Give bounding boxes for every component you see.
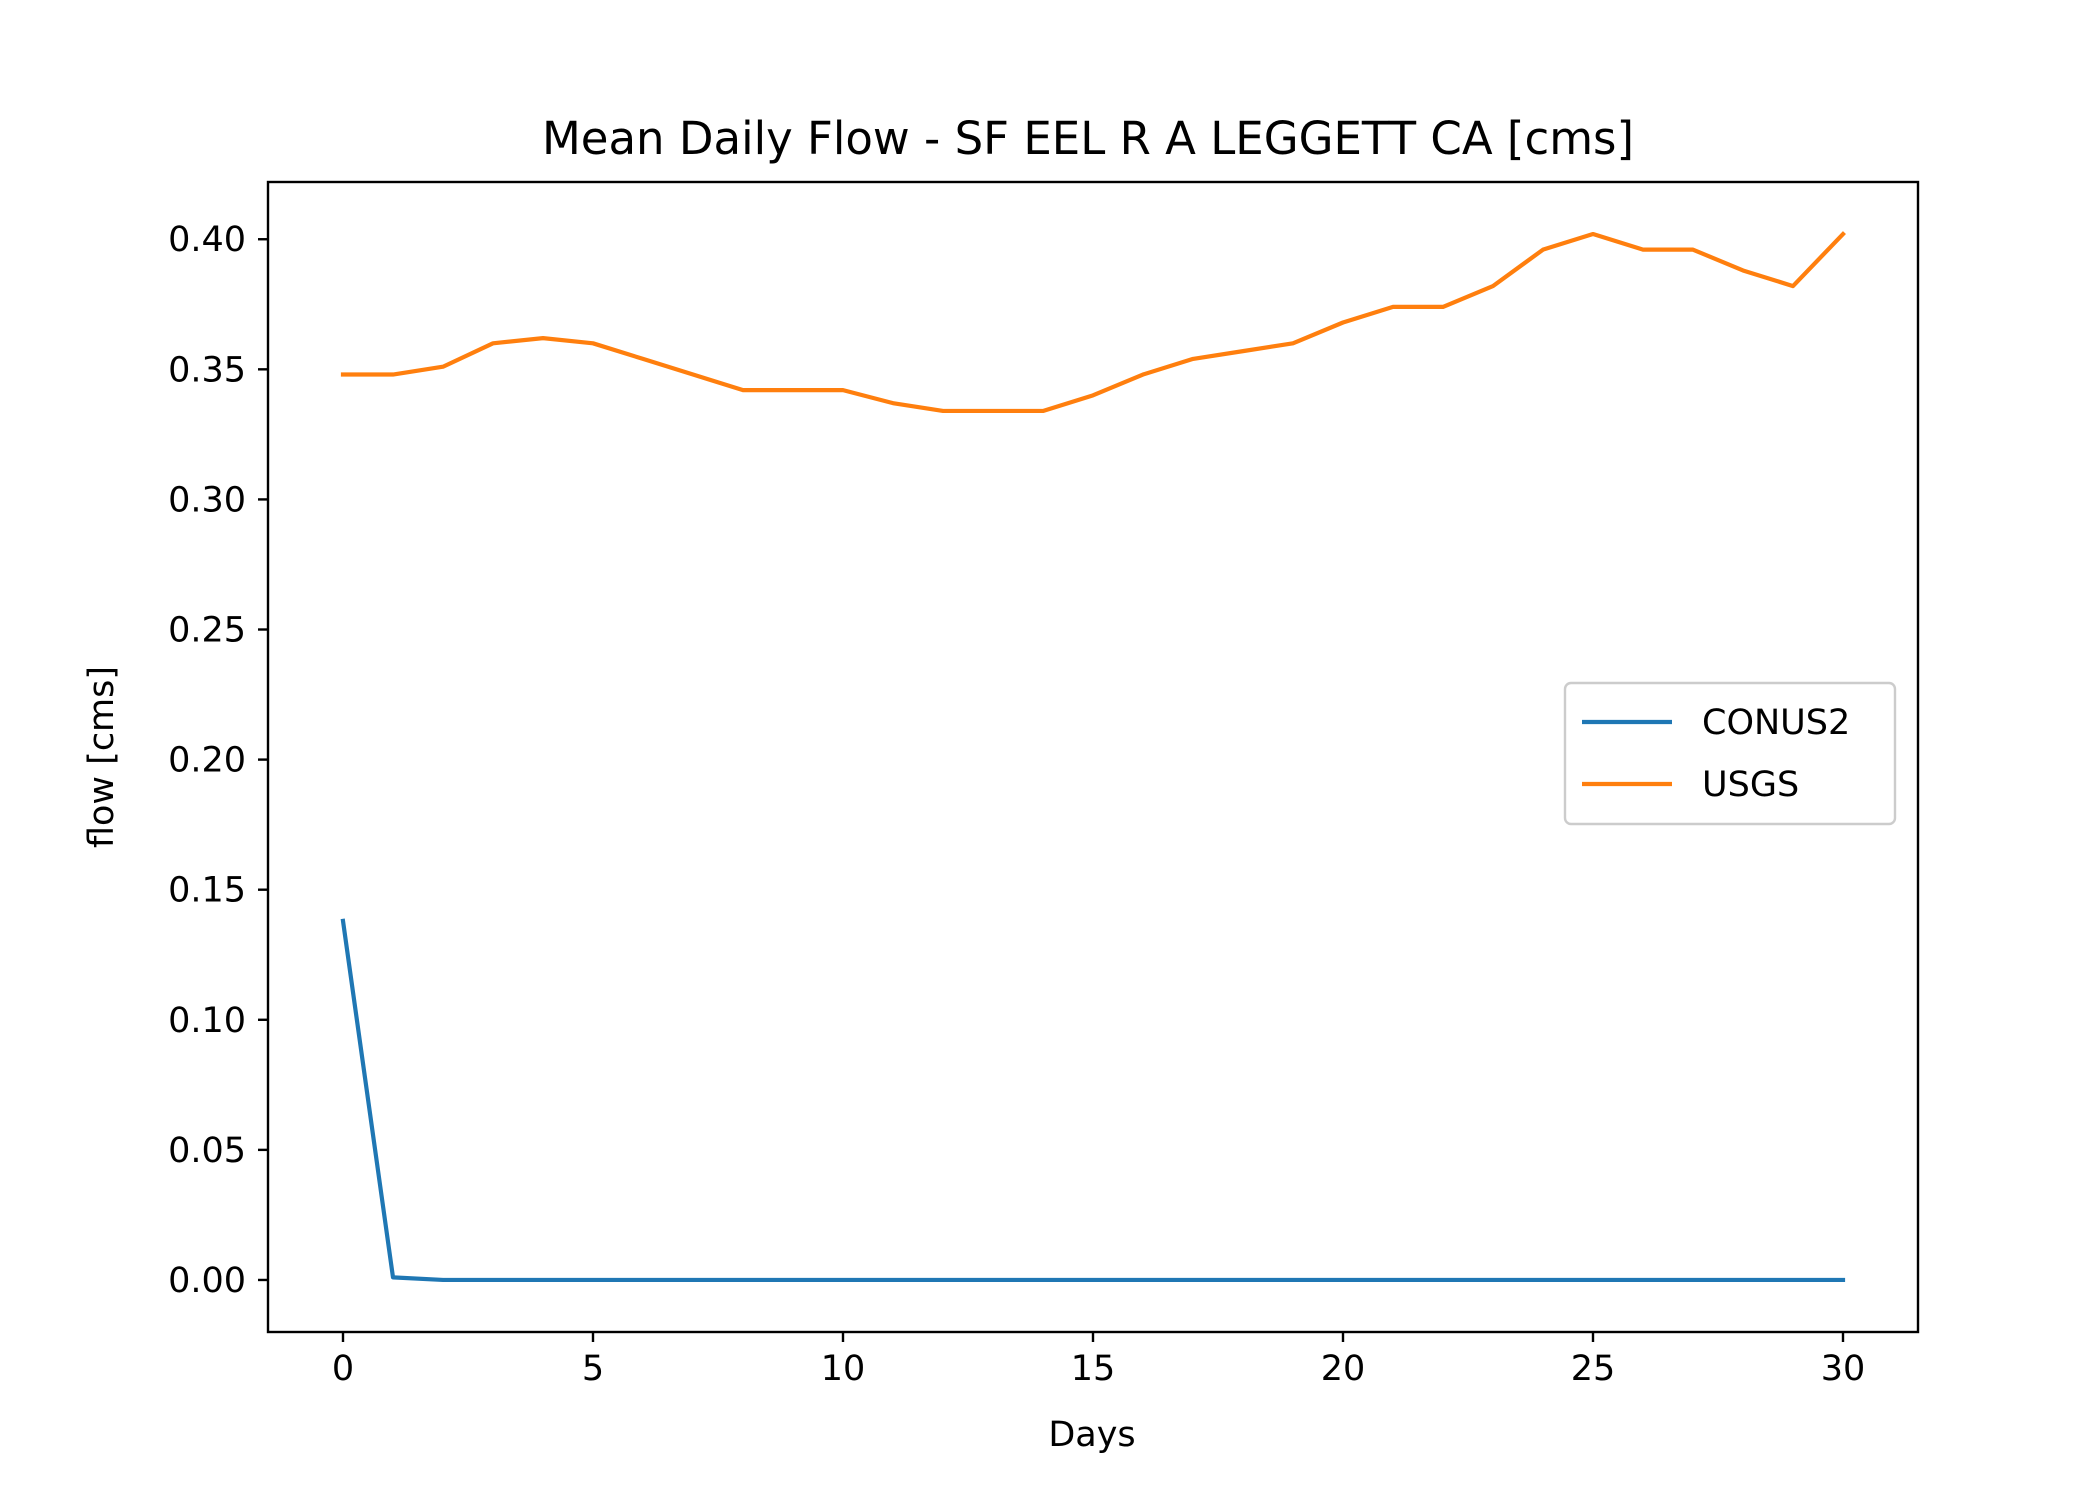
x-axis-label: Days — [1048, 1415, 1135, 1455]
y-tick-label: 0.35 — [168, 350, 246, 390]
chart-title: Mean Daily Flow - SF EEL R A LEGGETT CA … — [542, 112, 1634, 165]
series-line-usgs — [340, 231, 1846, 414]
y-tick-label: 0.40 — [168, 220, 246, 260]
series-layer — [340, 231, 1846, 1283]
y-tick-label: 0.30 — [168, 480, 246, 520]
x-tick-label: 15 — [1071, 1349, 1116, 1389]
y-tick-label: 0.20 — [168, 741, 246, 781]
y-tick-label: 0.15 — [168, 871, 246, 911]
x-axis: 0 5 10 15 20 25 30 — [332, 1332, 1865, 1389]
y-tick-label: 0.25 — [168, 611, 246, 651]
x-tick-label: 0 — [332, 1349, 354, 1389]
legend-label-usgs: USGS — [1702, 765, 1799, 805]
x-tick-label: 20 — [1321, 1349, 1366, 1389]
x-tick-label: 25 — [1571, 1349, 1616, 1389]
x-tick-label: 5 — [582, 1349, 604, 1389]
x-tick-label: 30 — [1821, 1349, 1866, 1389]
y-tick-label: 0.10 — [168, 1001, 246, 1041]
legend-box — [1563, 681, 1897, 826]
legend: CONUS2 USGS — [1563, 681, 1897, 826]
y-axis-label: flow [cms] — [82, 666, 122, 848]
y-tick-label: 0.00 — [168, 1261, 246, 1301]
y-axis: 0.00 0.05 0.10 0.15 0.20 0.25 0.30 0.35 0.40 — [168, 220, 268, 1301]
x-tick-label: 10 — [821, 1349, 866, 1389]
legend-items: CONUS2 USGS — [1582, 703, 1850, 805]
series-line-conus2 — [340, 918, 1846, 1283]
legend-label-conus2: CONUS2 — [1702, 703, 1850, 743]
y-tick-label: 0.05 — [168, 1131, 246, 1171]
